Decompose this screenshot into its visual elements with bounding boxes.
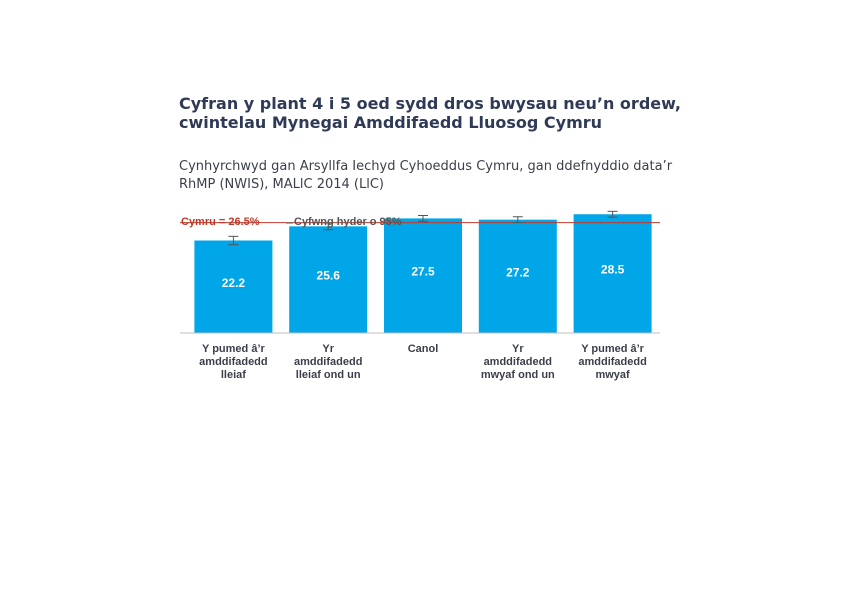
bars-layer [194,214,652,333]
ci-legend-label: Cyfwng hyder o 95% [294,216,402,228]
category-label-line: Yr [512,343,524,355]
legend-ci: Cyfwng hyder o 95% [286,216,402,228]
category-label-line: mwyaf ond un [481,369,555,381]
category-label-line: amddifadedd [294,356,362,368]
category-label-line: Y pumed â’r [581,343,644,355]
chart-subtitle: Cynhyrchwyd gan Arsyllfa Iechyd Cyhoeddu… [179,159,673,192]
category-label-line: amddifadedd [199,356,267,368]
value-label-5: 28.5 [601,263,625,277]
category-label-line: mwyaf [595,369,630,381]
bar-5 [573,214,652,333]
category-label-4: Yr amddifadedd mwyaf ond un [481,343,555,381]
value-label-2: 25.6 [317,269,341,283]
category-label-3: Canol [408,343,439,355]
category-label-line: Yr [322,343,334,355]
category-label-line: amddifadedd [578,356,646,368]
value-labels: 22.2 25.6 27.5 27.2 28.5 [222,263,625,290]
value-label-4: 27.2 [506,265,530,279]
value-label-3: 27.5 [411,265,435,279]
bar-2 [289,226,368,333]
category-label-line: amddifadedd [484,356,552,368]
category-label-line: lleiaf ond un [296,369,361,381]
bar-1 [194,240,273,333]
category-label-1: Y pumed â’r amddifadedd lleiaf [199,343,267,381]
category-label-5: Y pumed â’r amddifadedd mwyaf [578,343,646,381]
category-label-line: lleiaf [221,369,246,381]
bar-3 [384,218,462,333]
chart-title: Cyfran y plant 4 i 5 oed sydd dros bwysa… [179,94,681,132]
confidence-intervals [228,210,618,246]
category-label-2: Yr amddifadedd lleiaf ond un [294,343,362,381]
reference-label: Cymru = 26.5% [181,216,260,228]
category-label-line: Y pumed â’r [202,343,265,355]
category-label-line: Canol [408,343,439,355]
bar-4 [478,219,557,333]
value-label-1: 22.2 [222,276,246,290]
